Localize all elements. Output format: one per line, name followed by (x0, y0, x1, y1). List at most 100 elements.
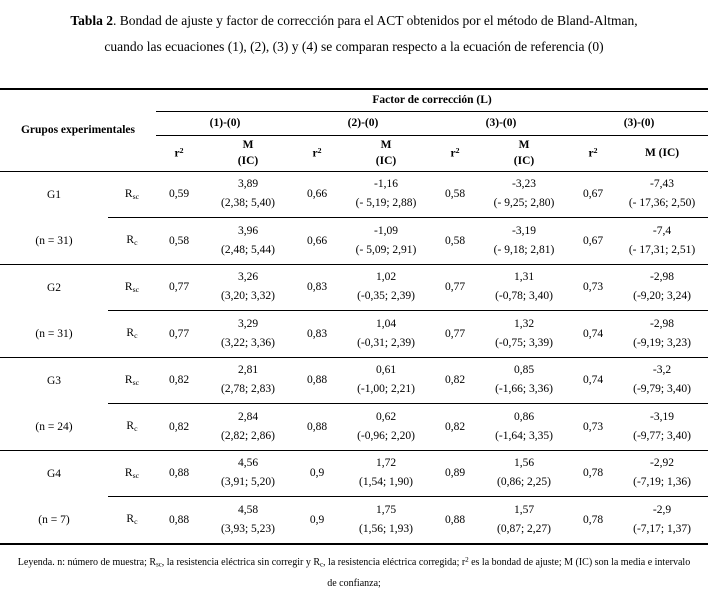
row-label-rsc: Rsc (108, 449, 156, 497)
m-value: 0,61 (375, 364, 397, 377)
m-ic-header-3: M (IC) (478, 135, 570, 172)
row-label-rc: Rc (108, 403, 156, 450)
r2-value: 0,82 (432, 403, 478, 450)
m-value: 1,56 (513, 457, 535, 470)
m-ic-cell: 1,32 (-0,75; 3,39) (478, 310, 570, 357)
r2-value: 0,88 (294, 356, 340, 404)
m-ic-cell: 0,61 (-1,00; 2,21) (340, 356, 432, 404)
r2-value: 0,82 (156, 403, 202, 450)
m-ic-cell: -3,19 (-9,77; 3,40) (616, 403, 708, 450)
table-row-g1-rc: Rc 0,58 3,96 (2,48; 5,44) 0,66 -1,09 (- 5,… (0, 217, 708, 264)
table-row-g2-rsc: G2 (n = 31) Rsc 0,77 3,26 (3,20; 3,32) 0,8… (0, 263, 708, 357)
r2-header-4: r2 (570, 135, 616, 172)
m-value: -1,09 (374, 224, 398, 237)
ic-value: (-0,31; 2,39) (357, 336, 415, 349)
ic-value: (- 5,19; 2,88) (355, 197, 417, 210)
m-value: 3,96 (237, 224, 259, 237)
m-value: -3,2 (652, 364, 672, 377)
ic-value: (3,22; 3,36) (221, 336, 275, 349)
m-ic-cell: -2,9 (-7,17; 1,37) (616, 496, 708, 544)
r2-value: 0,73 (570, 403, 616, 450)
m-ic-header-4: M (IC) (616, 135, 708, 172)
r2-value: 0,77 (432, 263, 478, 311)
eq-header-2: (2)-(0) (294, 111, 432, 136)
m-value: -3,19 (650, 410, 675, 423)
group-name: G4 (46, 467, 62, 480)
m-ic-cell: 0,85 (-1,66; 3,36) (478, 356, 570, 404)
ic-value: (-1,00; 2,21) (357, 383, 415, 396)
table-legend: Leyenda. n: número de muestra; Rsc, la r… (0, 545, 708, 597)
m-value: -2,98 (650, 317, 675, 330)
ic-value: (2,48; 5,44) (221, 243, 275, 256)
ic-value: (2,82; 2,86) (221, 429, 275, 442)
m-value: 3,29 (237, 317, 259, 330)
m-ic-cell: 1,02 (-0,35; 2,39) (340, 263, 432, 311)
r2-value: 0,66 (294, 217, 340, 264)
table-row-g3-rsc: G3 (n = 24) Rsc 0,82 2,81 (2,78; 2,83) 0,8… (0, 356, 708, 450)
m-ic-cell: -3,19 (- 9,18; 2,81) (478, 217, 570, 264)
m-ic-cell: -2,98 (-9,19; 3,23) (616, 310, 708, 357)
r2-value: 0,66 (294, 170, 340, 218)
r2-value: 0,9 (294, 496, 340, 544)
m-ic-cell: 2,84 (2,82; 2,86) (202, 403, 294, 450)
m-ic-cell: -3,2 (-9,79; 3,40) (616, 356, 708, 404)
ic-value: (3,20; 3,32) (221, 290, 275, 303)
m-ic-cell: 2,81 (2,78; 2,83) (202, 356, 294, 404)
row-label-rc: Rc (108, 310, 156, 357)
r2-value: 0,67 (570, 170, 616, 218)
m-value: -2,92 (650, 457, 675, 470)
m-ic-cell: 1,56 (0,86; 2,25) (478, 449, 570, 497)
ic-value: (1,56; 1,93) (359, 522, 413, 535)
row-label-rsc: Rsc (108, 170, 156, 218)
r2-value: 0,77 (156, 263, 202, 311)
r2-value: 0,78 (570, 496, 616, 544)
m-value: -1,16 (374, 178, 398, 191)
table-row-g3-rc: Rc 0,82 2,84 (2,82; 2,86) 0,88 0,62 (-0,96… (0, 403, 708, 450)
ic-value: (1,54; 1,90) (359, 476, 413, 489)
r2-value: 0,67 (570, 217, 616, 264)
ic-value: (0,87; 2,27) (497, 522, 551, 535)
ic-value: (- 9,25; 2,80) (493, 197, 555, 210)
r2-value: 0,78 (570, 449, 616, 497)
r2-value: 0,89 (432, 449, 478, 497)
m-value: -7,43 (650, 178, 675, 191)
m-value: 4,58 (237, 503, 259, 516)
m-ic-cell: -2,92 (-7,19; 1,36) (616, 449, 708, 497)
factor-header: Factor de corrección (L) (156, 89, 708, 112)
r2-value: 0,88 (156, 496, 202, 544)
group-cell-g1: G1 (n = 31) (0, 170, 108, 264)
m-ic-cell: -1,16 (- 5,19; 2,88) (340, 170, 432, 218)
table-row-g4-rc: Rc 0,88 4,58 (3,93; 5,23) 0,9 1,75 (1,56; … (0, 496, 708, 544)
m-ic-cell: 3,29 (3,22; 3,36) (202, 310, 294, 357)
group-name: G3 (46, 374, 62, 387)
r2-value: 0,82 (432, 356, 478, 404)
group-name: G1 (46, 188, 62, 201)
m-value: -3,23 (512, 178, 536, 191)
ic-value: (-9,79; 3,40) (633, 383, 691, 396)
group-n: (n = 7) (38, 513, 70, 526)
r2-value: 0,83 (294, 310, 340, 357)
results-table: Grupos experimentales Factor de correcci… (0, 88, 708, 545)
m-value: 0,86 (513, 410, 535, 423)
group-name: G2 (46, 281, 62, 294)
row-label-rsc: Rsc (108, 263, 156, 311)
m-ic-cell: 4,56 (3,91; 5,20) (202, 449, 294, 497)
m-value: -7,4 (652, 224, 672, 237)
m-value: 1,02 (375, 271, 397, 284)
m-ic-cell: 3,89 (2,38; 5,40) (202, 170, 294, 218)
legend-line-1: Leyenda. n: número de muestra; Rsc, la r… (17, 556, 691, 590)
ic-value: (- 9,18; 2,81) (493, 243, 555, 256)
m-ic-cell: -1,09 (- 5,09; 2,91) (340, 217, 432, 264)
table-row-g1-rsc: G1 (n = 31) Rsc 0,59 3,89 (2,38; 5,40) 0,6… (0, 170, 708, 264)
table-title-text: . Bondad de ajuste y factor de correcció… (104, 13, 638, 54)
corner-header: Grupos experimentales (0, 89, 156, 172)
ic-value: (- 17,31; 2,51) (628, 243, 696, 256)
m-value: 1,72 (375, 457, 397, 470)
group-cell-g4: G4 (n = 7) (0, 449, 108, 544)
m-value: 0,85 (513, 364, 535, 377)
m-value: 1,32 (513, 317, 535, 330)
m-value: 3,89 (237, 178, 259, 191)
m-ic-cell: -3,23 (- 9,25; 2,80) (478, 170, 570, 218)
r2-value: 0,88 (156, 449, 202, 497)
